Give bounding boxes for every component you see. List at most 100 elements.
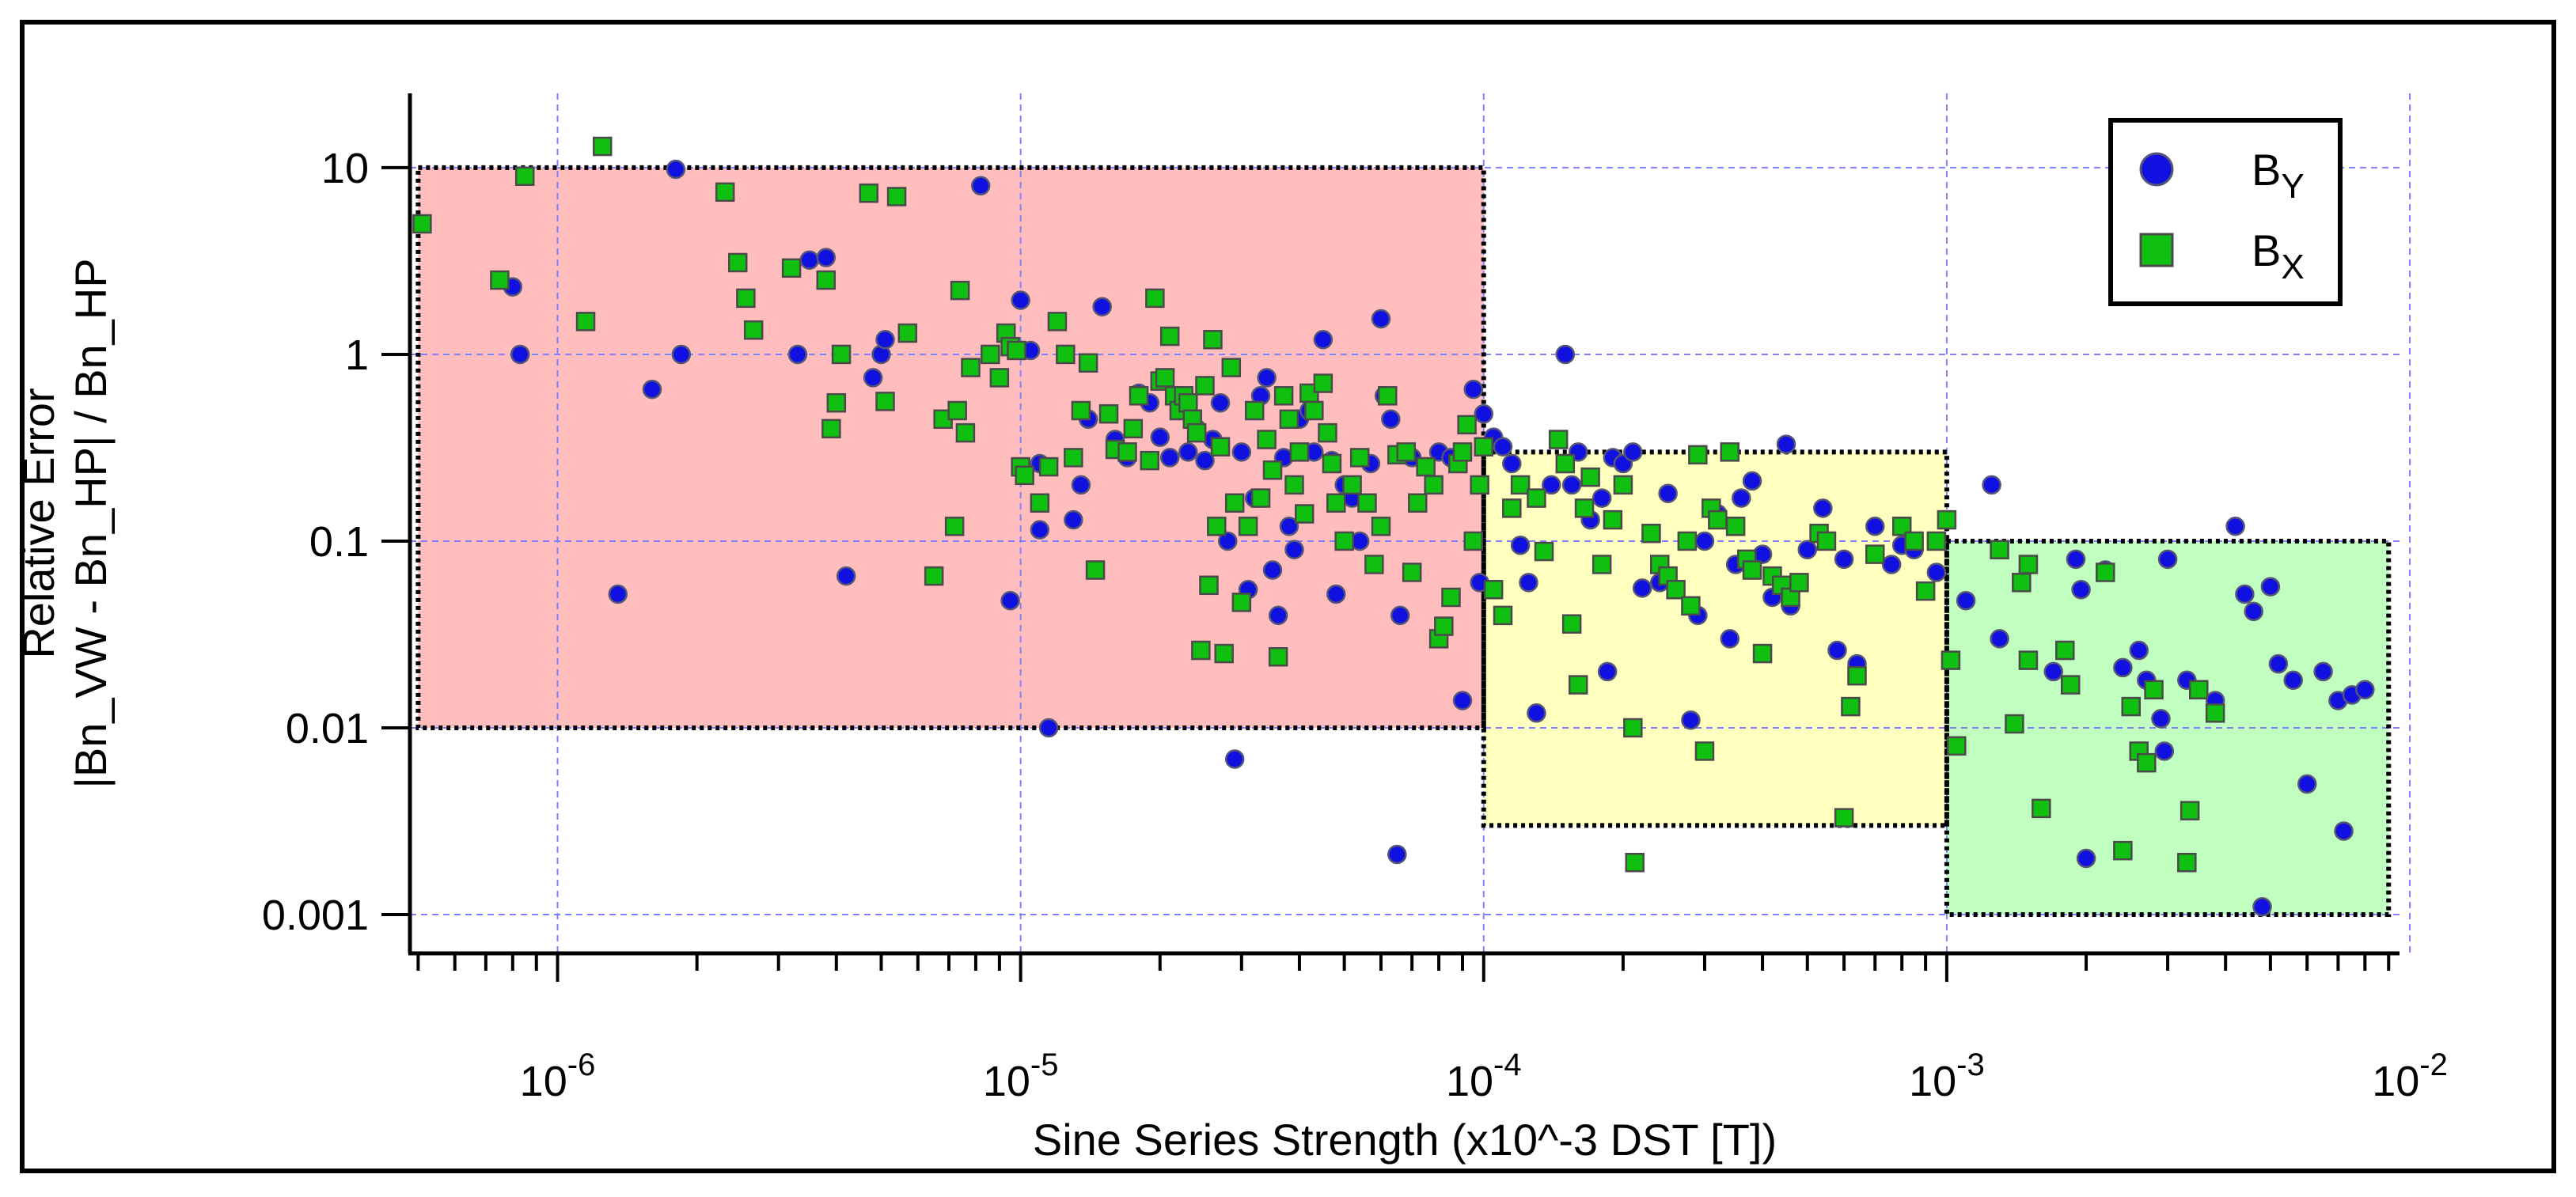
point-by [1561, 475, 1582, 495]
point-bx [1038, 456, 1059, 477]
point-by [2260, 577, 2281, 597]
point-by [1834, 549, 1854, 570]
point-by [1210, 392, 1231, 413]
point-bx [727, 252, 748, 273]
point-by [1390, 605, 1410, 626]
point-bx [1677, 531, 1698, 551]
point-by [2154, 741, 2175, 761]
point-bx [2018, 650, 2039, 670]
point-by [671, 344, 692, 365]
region-green-border [1944, 538, 2392, 918]
point-by [875, 330, 895, 350]
point-bx [981, 344, 1000, 365]
x-tick-label-exponent: -6 [567, 1047, 596, 1082]
legend-label-subscript: Y [2281, 167, 2304, 206]
point-bx [1250, 488, 1271, 508]
point-bx [2205, 703, 2225, 723]
point-by [836, 566, 856, 586]
point-bx [816, 270, 837, 290]
point-by [1813, 498, 1833, 518]
point-bx [1364, 555, 1384, 574]
point-by [787, 344, 808, 365]
point-by [1381, 409, 1401, 430]
x-tick-label-base: 10 [1909, 1058, 1956, 1105]
point-by [2355, 680, 2375, 700]
point-by [1224, 749, 1245, 769]
point-bx [1493, 605, 1513, 626]
point-by [2129, 640, 2149, 661]
point-bx [1313, 373, 1334, 393]
point-bx [1641, 523, 1661, 544]
x-tick-label-exponent: -3 [1956, 1047, 1985, 1082]
point-by [1071, 475, 1091, 495]
point-bx [743, 320, 764, 340]
point-bx [1007, 340, 1026, 361]
point-by [1178, 442, 1198, 462]
point-bx [715, 182, 735, 203]
x-tick-label: 10-3 [1909, 1047, 1985, 1105]
x-tick-label-base: 10 [1446, 1058, 1493, 1105]
y-tick-label: 0.001 [262, 892, 369, 939]
point-bx [1603, 509, 1623, 530]
point-by [1632, 578, 1652, 598]
point-bx [1502, 498, 1522, 518]
legend-label-base: B [2252, 225, 2281, 275]
x-tick-label: 10-2 [2372, 1047, 2448, 1105]
point-bx [2177, 852, 2197, 873]
regions-layer [418, 167, 2389, 915]
point-bx [1720, 442, 1740, 462]
point-bx [1434, 616, 1454, 636]
x-tick-label-base: 10 [983, 1058, 1030, 1105]
point-bx [1681, 596, 1701, 616]
point-bx [947, 400, 967, 421]
point-by [1279, 517, 1299, 536]
point-by [608, 584, 628, 604]
labels-layer: Sine Series Strength (x10^-3 DST [T]) Re… [13, 258, 1777, 1165]
y-axis-label-line2: |Bn_VW - Bn_HP| / Bn_HP [66, 258, 116, 788]
point-by [510, 344, 530, 365]
point-bx [1941, 650, 1961, 670]
point-by [1011, 290, 1030, 310]
point-bx [1416, 456, 1436, 477]
point-by [1776, 434, 1796, 454]
point-by [1195, 450, 1215, 471]
point-bx [1078, 353, 1098, 373]
point-by [1926, 563, 1947, 582]
point-bx [1349, 448, 1370, 468]
point-by [1474, 403, 1494, 424]
point-bx [1191, 640, 1211, 661]
point-bx [1891, 517, 1912, 536]
point-bx [1294, 504, 1315, 524]
y-tick-label: 1 [345, 331, 369, 379]
point-bx [1990, 540, 2009, 560]
point-bx [2137, 752, 2157, 773]
point-bx [944, 517, 965, 536]
point-by [799, 250, 820, 270]
point-bx [886, 187, 907, 206]
point-bx [1140, 450, 1160, 471]
point-bx [1708, 509, 1728, 530]
point-bx [1408, 493, 1428, 513]
point-bx [1186, 422, 1207, 443]
point-by [1313, 330, 1334, 350]
point-by [970, 176, 991, 196]
point-bx [1752, 643, 1773, 664]
point-bx [1207, 517, 1227, 536]
point-bx [2032, 798, 2051, 819]
point-by [2066, 549, 2086, 570]
point-bx [514, 166, 535, 186]
point-by [1502, 453, 1522, 474]
point-bx [2189, 680, 2209, 700]
point-bx [1257, 430, 1277, 449]
point-by [1326, 584, 1346, 604]
point-by [1990, 629, 2009, 649]
point-by [816, 248, 837, 267]
point-bx [1326, 493, 1346, 513]
y-tick-label: 10 [321, 145, 369, 192]
point-bx [924, 566, 944, 586]
point-bx [1030, 493, 1050, 513]
x-tick-label-exponent: -5 [1030, 1047, 1059, 1082]
